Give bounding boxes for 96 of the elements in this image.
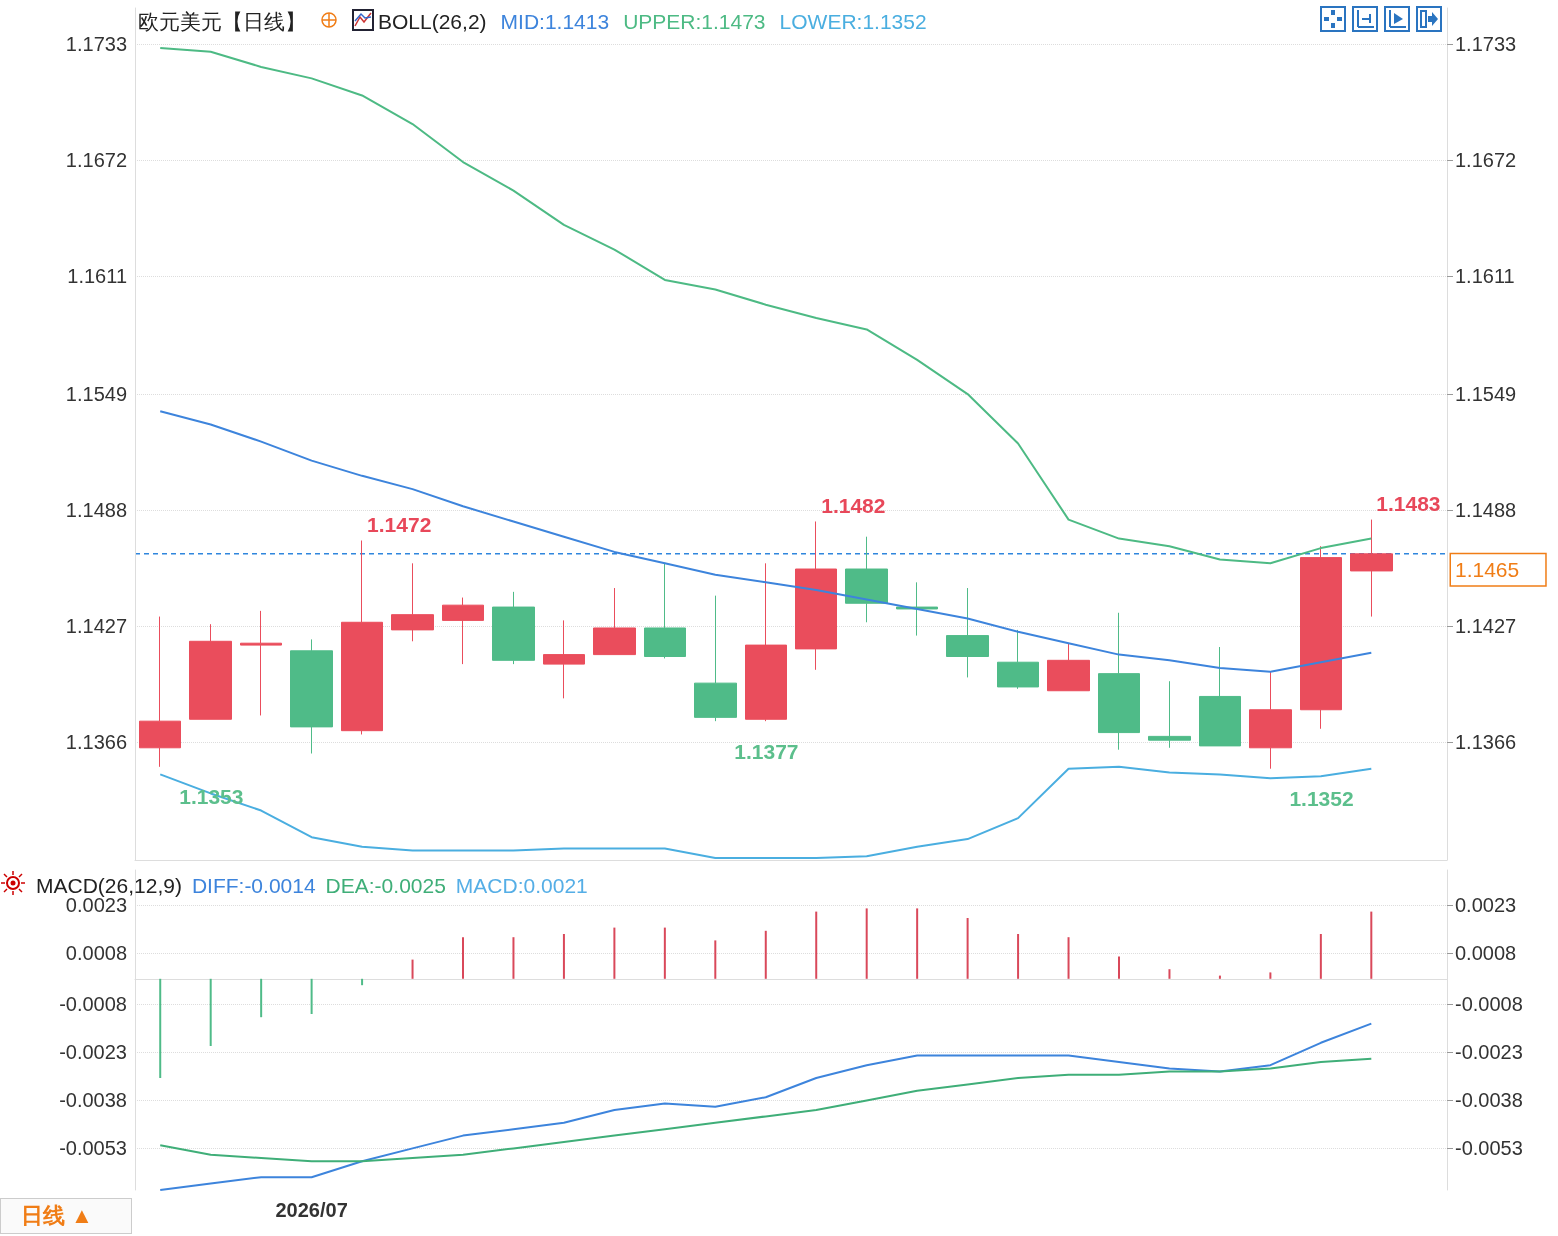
bar [1269, 972, 1272, 979]
line-series [159, 1057, 1373, 1163]
text: DEA:-0.0025 [325, 873, 446, 898]
candlestick [1300, 545, 1342, 730]
y2-tick-label: 1.1672 [1455, 149, 1517, 172]
candlestick [1148, 680, 1191, 749]
bar [916, 908, 919, 979]
bar [966, 918, 969, 979]
candlestick [189, 623, 232, 720]
bar [1017, 934, 1020, 979]
bar [310, 978, 313, 1014]
candlestick [341, 540, 383, 735]
annotation: 1.1482 [821, 493, 886, 517]
candlestick [492, 591, 535, 665]
y2-tick-label: 1.1733 [1455, 33, 1517, 56]
candlestick [290, 638, 333, 754]
bar [714, 940, 717, 979]
y2-tick-label: -0.0008 [1455, 993, 1523, 1016]
bar [865, 908, 868, 979]
text: DIFF:-0.0014 [191, 873, 316, 898]
candlestick [845, 536, 888, 623]
text: UPPER:1.1473 [623, 10, 766, 34]
y-tick-label: 1.1366 [65, 731, 127, 754]
y-tick-label: 1.1488 [65, 499, 127, 522]
bar [613, 927, 616, 979]
candlestick [1249, 671, 1292, 770]
candlestick [745, 562, 787, 722]
y2-tick-label: 1.1488 [1455, 499, 1517, 522]
candlestick [543, 619, 585, 699]
bar [1319, 934, 1322, 979]
text: 日线 ▲ [0, 1198, 132, 1234]
bar [562, 934, 565, 979]
line-series [159, 765, 1373, 860]
bar [260, 978, 263, 1018]
bar [764, 930, 767, 979]
y-tick-label: -0.0053 [59, 1137, 127, 1160]
bar [512, 937, 515, 979]
bar [361, 978, 364, 986]
bar [1067, 937, 1070, 979]
candlestick [240, 610, 282, 716]
y-tick-label: 1.1733 [65, 33, 127, 56]
candlestick [946, 587, 989, 678]
annotation: 1.1472 [367, 513, 432, 536]
bar [1168, 969, 1171, 979]
chart-subtitle: BOLL(26,2) [378, 10, 487, 34]
candlestick [391, 562, 434, 642]
line-series [159, 410, 1373, 673]
chart-title: 欧元美元【日线】 [138, 9, 306, 35]
line-series [159, 46, 1373, 565]
bar [815, 911, 818, 979]
bar [1218, 975, 1221, 979]
bar [209, 978, 212, 1046]
candlestick [694, 595, 737, 722]
chart-title: MACD(26,12,9) [36, 873, 182, 898]
line-series [159, 1022, 1373, 1191]
text: LOWER:1.1352 [779, 10, 927, 34]
bar [1370, 911, 1373, 979]
candlestick [442, 597, 484, 665]
y2-tick-label: 1.1427 [1455, 615, 1517, 638]
candlestick [1350, 519, 1393, 618]
y2-tick-label: 1.1611 [1455, 265, 1515, 288]
y2-tick-label: 1.1549 [1455, 383, 1517, 406]
y-tick-label: -0.0008 [59, 993, 127, 1016]
y2-tick-label: 1.1366 [1455, 731, 1517, 754]
bar [411, 959, 414, 979]
candlestick [1098, 612, 1140, 751]
candlestick [1199, 646, 1241, 747]
bar [1118, 956, 1120, 979]
y-tick-label: 0.0008 [65, 942, 127, 965]
y2-tick-label: -0.0053 [1455, 1137, 1523, 1160]
y-tick-label: -0.0038 [59, 1089, 127, 1112]
y2-tick-label: 0.0008 [1455, 942, 1517, 965]
bar [462, 937, 464, 979]
candlestick [997, 629, 1039, 690]
y2-tick-label: -0.0023 [1455, 1041, 1523, 1064]
y-tick-label: -0.0023 [59, 1041, 127, 1064]
y-tick-label: 1.1672 [65, 149, 127, 172]
candlestick [795, 520, 837, 671]
y-tick-label: 1.1549 [65, 383, 127, 406]
bar [159, 978, 162, 1078]
annotation: 1.1483 [1376, 492, 1441, 516]
candlestick [139, 616, 181, 768]
series-label: MACD:0.0021 [455, 873, 588, 898]
annotation: 1.1352 [1289, 787, 1354, 811]
candlestick [593, 587, 636, 656]
bar [663, 927, 666, 979]
ref-line-label: 1.1465 [1455, 558, 1520, 582]
y2-tick-label: 0.0023 [1455, 894, 1517, 917]
x-tick-label: 2026/07 [275, 1199, 348, 1221]
y-tick-label: 1.1611 [67, 265, 127, 288]
text: MID:1.1413 [500, 10, 610, 34]
candlestick [644, 562, 686, 659]
candlestick [1047, 642, 1090, 692]
y2-tick-label: -0.0038 [1455, 1089, 1523, 1112]
annotation: 1.1377 [734, 739, 799, 763]
y-tick-label: 1.1427 [65, 615, 127, 638]
